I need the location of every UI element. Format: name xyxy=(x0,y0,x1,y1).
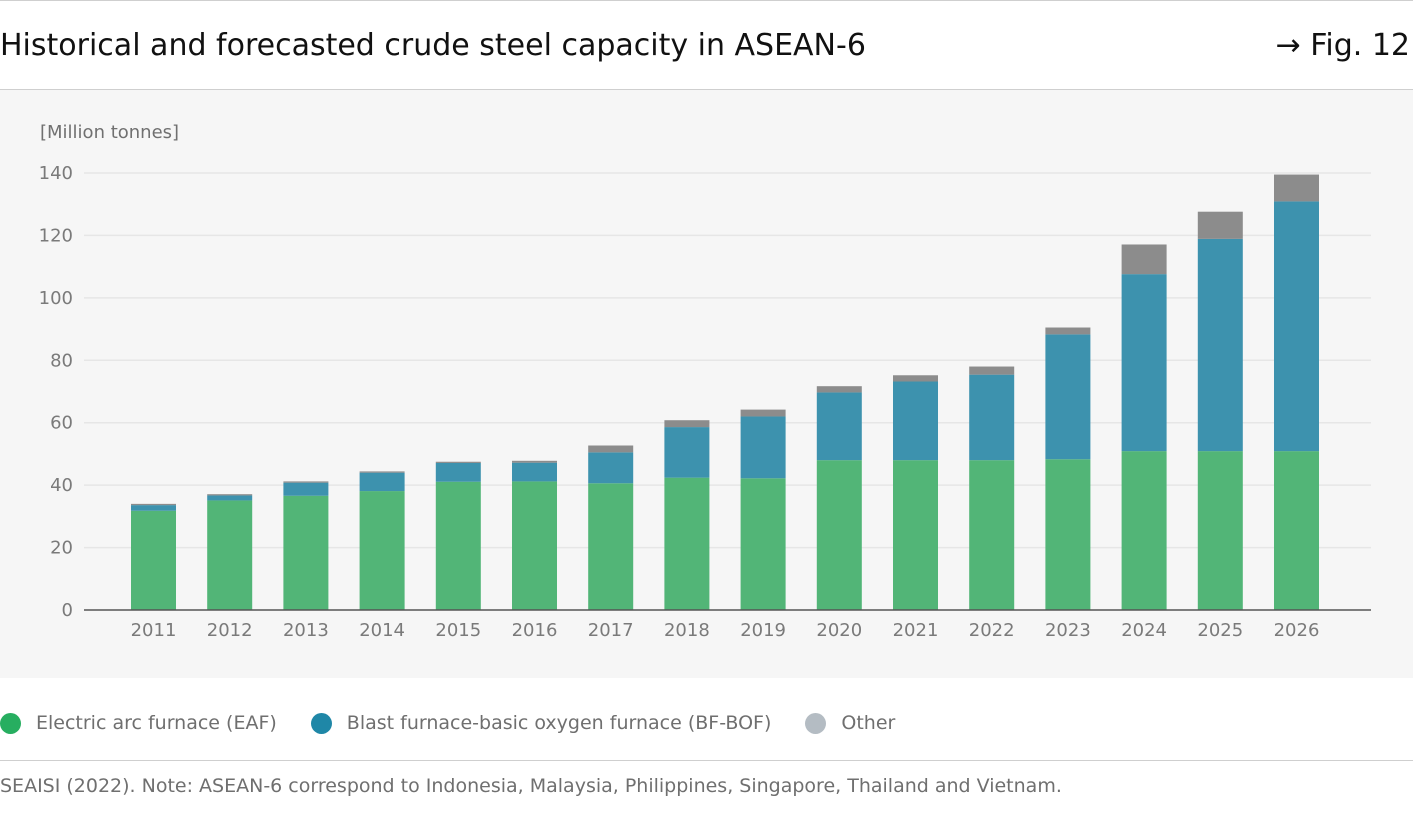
legend-label-eaf: Electric arc furnace (EAF) xyxy=(36,712,277,734)
bar-segment xyxy=(893,460,938,610)
bar-segment xyxy=(512,481,557,610)
bar-segment xyxy=(1274,451,1319,610)
bar-segment xyxy=(435,481,481,610)
bar-segment xyxy=(131,505,176,511)
bar-segment xyxy=(664,420,710,428)
legend-item-other: Other xyxy=(805,712,895,734)
legend-swatch-eaf xyxy=(0,712,21,734)
bar-segment xyxy=(1121,274,1167,452)
x-tick-label: 2023 xyxy=(1045,620,1091,641)
header-rule xyxy=(0,89,1413,90)
bar-segment xyxy=(283,482,329,496)
x-tick-label: 2020 xyxy=(816,620,862,641)
x-tick-label: 2022 xyxy=(969,620,1015,641)
y-tick-label: 40 xyxy=(50,475,73,496)
bar-segment xyxy=(588,445,634,453)
bar-segment xyxy=(1197,238,1243,452)
y-tick-label: 100 xyxy=(39,288,73,309)
x-tick-label: 2017 xyxy=(588,620,634,641)
bar-segment xyxy=(207,494,253,496)
x-tick-label: 2012 xyxy=(207,620,253,641)
chart-title: Historical and forecasted crude steel ca… xyxy=(0,28,866,63)
y-tick-label: 80 xyxy=(50,350,73,371)
bar-segment xyxy=(893,381,938,461)
bar-segment xyxy=(359,472,405,492)
bar-segment xyxy=(969,460,1015,610)
bar-segment xyxy=(512,460,557,463)
bar-segment xyxy=(1274,201,1319,452)
x-tick-label: 2024 xyxy=(1121,620,1167,641)
bar-segment xyxy=(740,416,786,479)
bar-segment xyxy=(131,503,176,506)
bar-segment xyxy=(1197,451,1243,610)
x-tick-label: 2021 xyxy=(893,620,939,641)
top-rule xyxy=(0,0,1413,1)
source-note: SEAISI (2022). Note: ASEAN-6 correspond … xyxy=(0,775,1062,797)
x-tick-label: 2026 xyxy=(1274,620,1320,641)
bar-segment xyxy=(207,495,253,501)
x-tick-label: 2014 xyxy=(359,620,405,641)
bar-segment xyxy=(664,477,710,610)
bar-segment xyxy=(359,471,405,473)
bar-segment xyxy=(664,427,710,478)
legend-swatch-other xyxy=(805,712,827,734)
bar-segment xyxy=(283,495,329,610)
x-tick-label: 2011 xyxy=(131,620,177,641)
bar-segment xyxy=(588,452,634,484)
x-tick-label: 2018 xyxy=(664,620,710,641)
legend-item-eaf: Electric arc furnace (EAF) xyxy=(0,712,277,734)
bar-segment xyxy=(969,366,1015,375)
bar-segment xyxy=(131,510,176,610)
bar-segment xyxy=(435,461,481,463)
bar-segment xyxy=(893,375,938,382)
legend-label-other: Other xyxy=(841,712,896,734)
bar-segment xyxy=(1045,459,1091,610)
x-tick-label: 2015 xyxy=(435,620,481,641)
bar-segment xyxy=(740,478,786,610)
bar-segment xyxy=(1045,334,1091,460)
bar-segment xyxy=(283,481,329,483)
bar-segment xyxy=(207,500,253,610)
bar-segment xyxy=(588,483,634,610)
bar-segment xyxy=(1197,211,1243,239)
y-axis-unit-label: [Million tonnes] xyxy=(40,122,180,143)
bar-segment xyxy=(969,374,1015,461)
x-tick-label: 2016 xyxy=(512,620,558,641)
footer-rule xyxy=(0,760,1413,761)
x-tick-label: 2019 xyxy=(740,620,786,641)
bar-segment xyxy=(740,409,786,417)
y-tick-label: 120 xyxy=(39,225,73,246)
bar-segment xyxy=(1121,451,1167,610)
legend: Electric arc furnace (EAF) Blast furnace… xyxy=(0,708,929,738)
y-tick-label: 20 xyxy=(50,538,73,559)
y-tick-label: 60 xyxy=(50,413,73,434)
bar-segment xyxy=(1274,174,1319,202)
stacked-bar-chart: 0 20 40 60 80 100 120 140 2011 2012 2013 2014 2015 20… xyxy=(39,163,1371,641)
y-tick-label: 0 xyxy=(62,600,73,621)
x-tick-label: 2013 xyxy=(283,620,329,641)
y-tick-label: 140 xyxy=(39,163,73,184)
bar-segment xyxy=(359,491,405,610)
legend-swatch-bf-bof xyxy=(310,712,332,734)
bar-segment xyxy=(816,392,862,461)
bar-segment xyxy=(1045,327,1091,335)
legend-label-bf-bof: Blast furnace-basic oxygen furnace (BF-B… xyxy=(346,712,772,734)
figure-reference: → Fig. 12 xyxy=(1275,28,1410,63)
bar-segment xyxy=(512,462,557,482)
x-tick-label: 2025 xyxy=(1197,620,1243,641)
bar-segment xyxy=(1121,244,1167,275)
bar-segment xyxy=(816,460,862,610)
bar-segment xyxy=(435,462,481,482)
bar-segment xyxy=(816,386,862,393)
legend-item-bf-bof: Blast furnace-basic oxygen furnace (BF-B… xyxy=(310,712,772,734)
